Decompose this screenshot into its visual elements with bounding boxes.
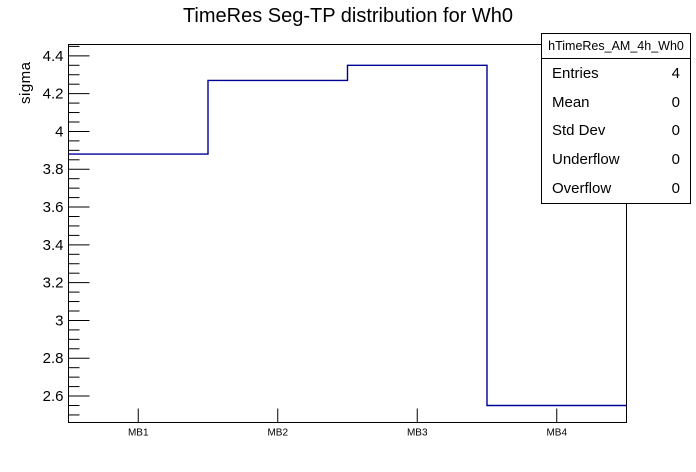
stats-rows: Entries 4 Mean 0 Std Dev 0 Underflow 0 Overflow 0 xyxy=(542,59,690,203)
y-tick-label: 3.6 xyxy=(43,199,64,216)
stats-row: Std Dev 0 xyxy=(542,117,690,146)
chart-title: TimeRes Seg-TP distribution for Wh0 xyxy=(182,5,514,27)
x-tick-label: MB2 xyxy=(267,428,288,439)
stats-row: Overflow 0 xyxy=(542,174,690,203)
y-tick-label: 4.2 xyxy=(43,86,64,103)
stats-value: 0 xyxy=(671,180,680,198)
histogram-step-line xyxy=(68,64,627,407)
y-tick-label: 3.8 xyxy=(43,161,64,178)
y-tick-label: 3 xyxy=(55,312,63,329)
stats-row: Underflow 0 xyxy=(542,145,690,174)
y-tick-label: 2.8 xyxy=(43,350,64,367)
x-tick-label: MB3 xyxy=(407,428,428,439)
stats-value: 4 xyxy=(671,64,680,82)
y-tick-label: 3.4 xyxy=(43,237,64,254)
stats-row: Entries 4 xyxy=(542,59,690,88)
stats-row: Mean 0 xyxy=(542,88,690,117)
stats-box-title: hTimeRes_AM_4h_Wh0 xyxy=(542,34,690,59)
x-tick-label: MB1 xyxy=(128,428,149,439)
stats-value: 0 xyxy=(671,151,680,169)
stats-label: Std Dev xyxy=(552,122,606,140)
x-tick-label: MB4 xyxy=(546,428,567,439)
stats-label: Entries xyxy=(552,64,599,82)
stats-box: hTimeRes_AM_4h_Wh0 Entries 4 Mean 0 Std Dev 0… xyxy=(541,33,691,204)
stats-label: Mean xyxy=(552,93,590,111)
stats-value: 0 xyxy=(671,93,680,111)
y-tick-label: 4 xyxy=(55,123,63,140)
stats-value: 0 xyxy=(671,122,680,140)
plot-frame xyxy=(68,44,627,423)
y-tick-label: 3.2 xyxy=(43,275,64,292)
y-tick-label: 4.4 xyxy=(43,48,64,65)
stats-label: Overflow xyxy=(552,180,612,198)
stats-label: Underflow xyxy=(552,151,620,169)
y-tick-label: 2.6 xyxy=(43,388,64,405)
